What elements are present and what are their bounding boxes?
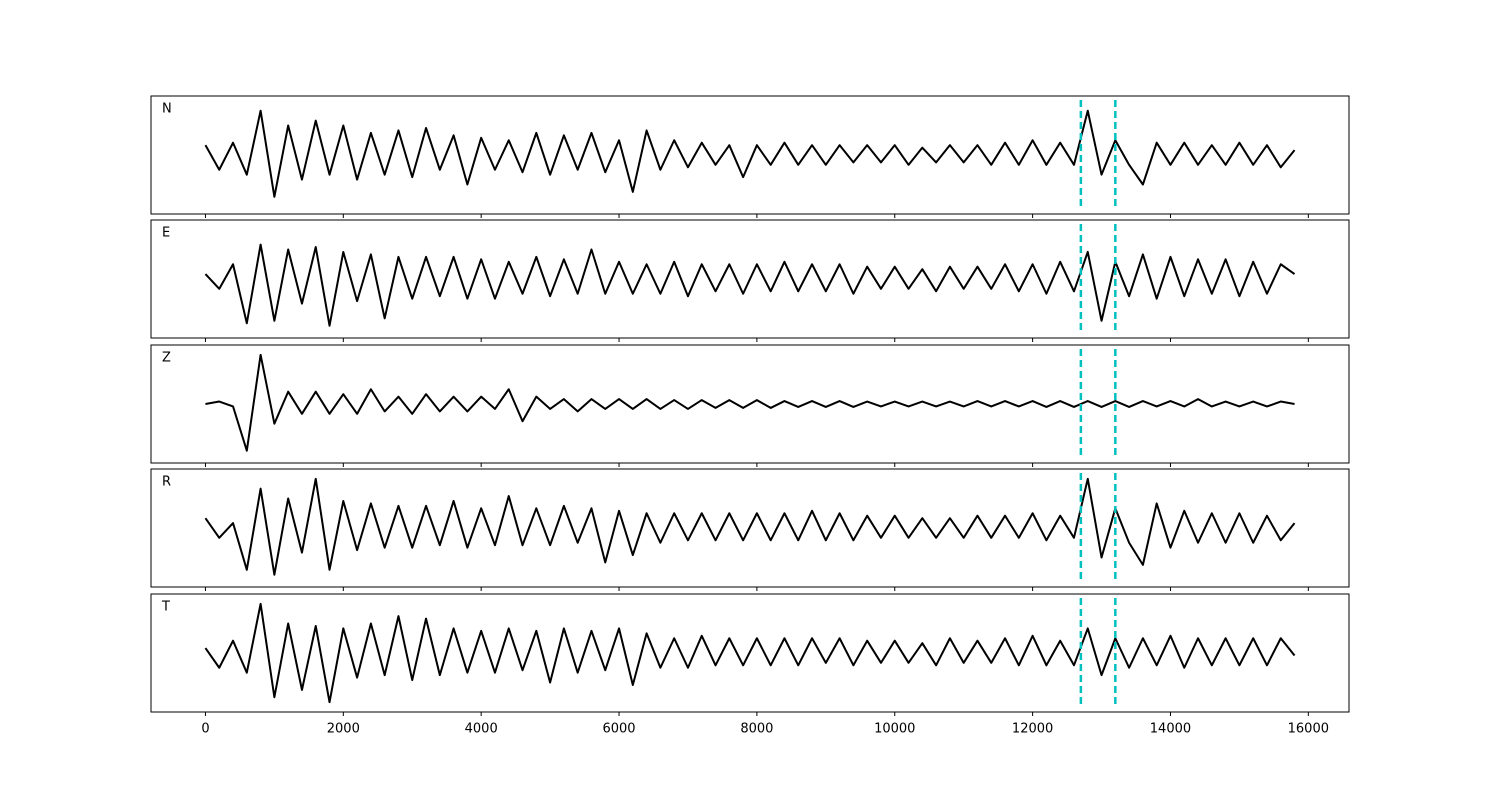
x-tick-label: 16000 xyxy=(1288,722,1329,737)
waveform xyxy=(204,109,1296,198)
panel-frame xyxy=(150,468,1350,588)
x-tick-label: 14000 xyxy=(1150,722,1191,737)
x-tick-label: 0 xyxy=(201,722,209,737)
x-tick-label: 2000 xyxy=(327,722,360,737)
panel-frame xyxy=(150,219,1350,339)
x-tick-label: 12000 xyxy=(1012,722,1053,737)
x-tick-label: 4000 xyxy=(465,722,498,737)
waveform xyxy=(204,477,1296,576)
panel-label: Z xyxy=(162,351,171,366)
panel-frame xyxy=(150,593,1350,713)
panel-label: R xyxy=(162,475,171,490)
panel-label: N xyxy=(162,102,172,117)
panel-frame xyxy=(150,95,1350,215)
waveform xyxy=(204,243,1296,327)
waveform xyxy=(205,353,1295,452)
x-tick-label: 8000 xyxy=(740,722,773,737)
x-tick-label: 6000 xyxy=(602,722,635,737)
panel-label: T xyxy=(161,600,170,615)
waveform xyxy=(204,602,1296,704)
panel-frame xyxy=(150,344,1350,464)
panel-label: E xyxy=(162,226,170,241)
x-tick-label: 10000 xyxy=(874,722,915,737)
